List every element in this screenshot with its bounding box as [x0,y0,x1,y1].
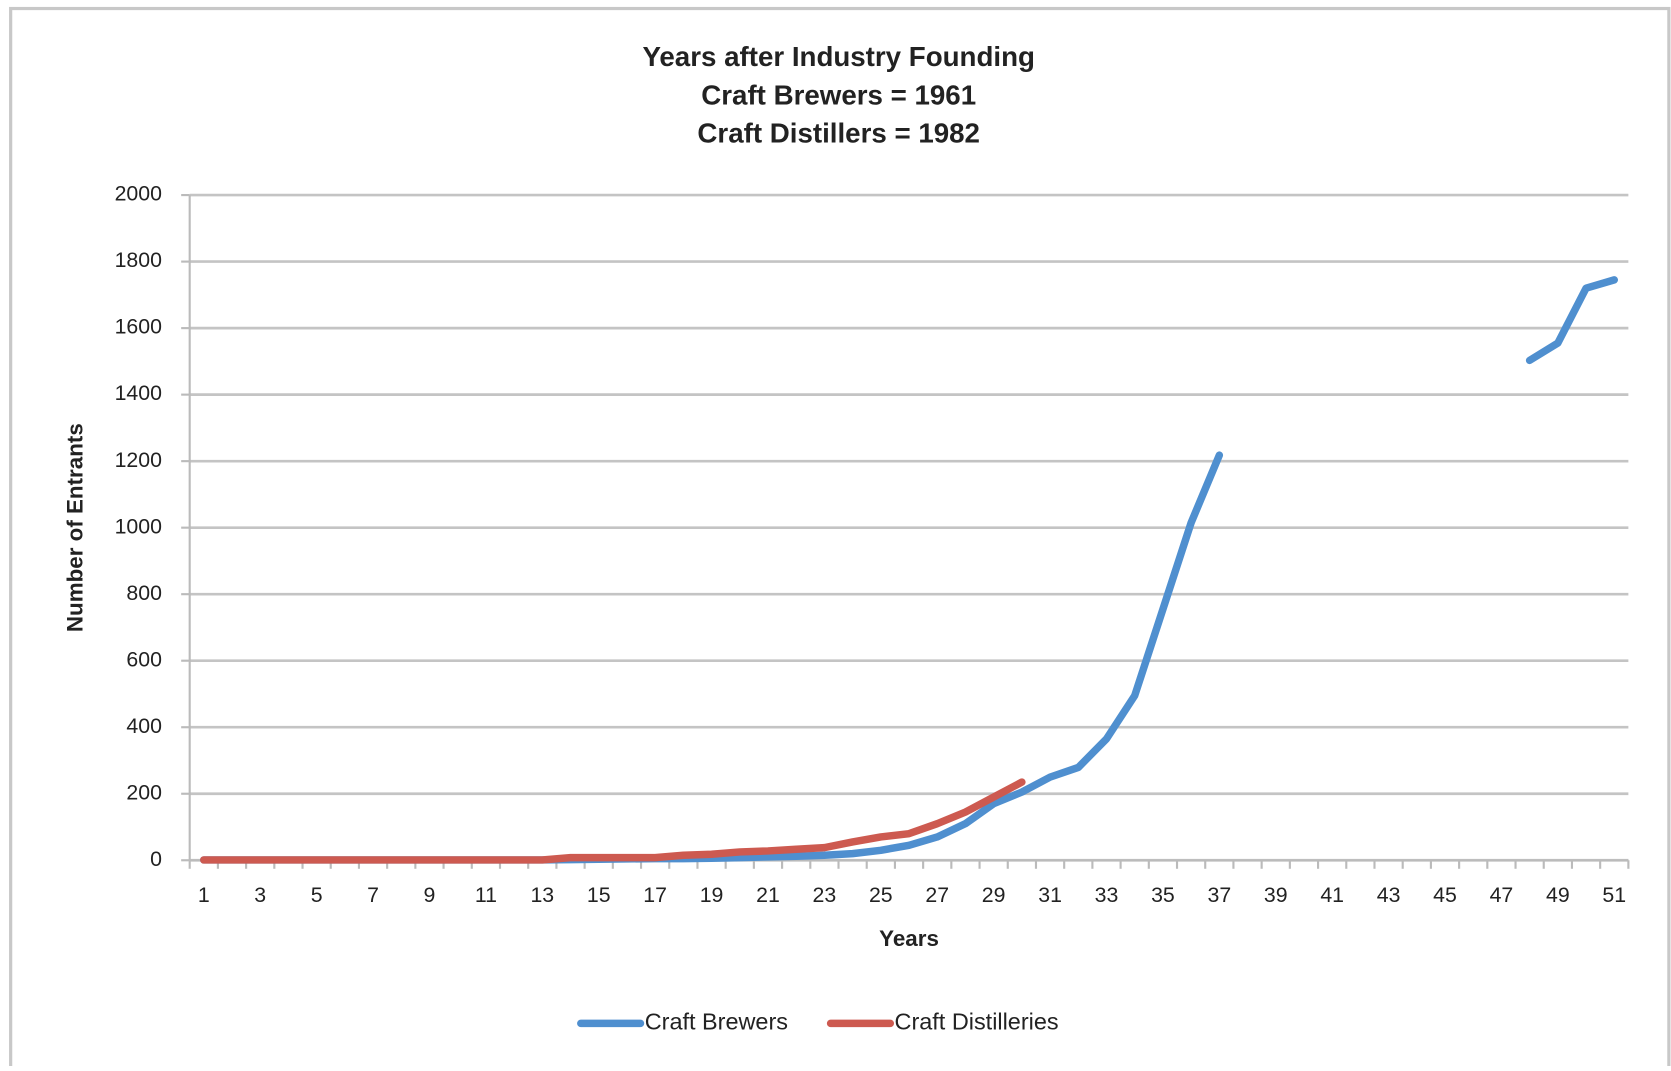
x-tick-label: 7 [367,883,379,907]
x-tick-label: 47 [1490,883,1514,907]
x-tick-label: 33 [1095,883,1119,907]
x-tick-label: 5 [311,883,323,907]
y-axis-label: Number of Entrants [63,423,88,632]
y-tick-label: 400 [126,714,162,738]
chart-subtitle: Craft Distillers = 1982 [697,118,980,149]
y-tick-label: 800 [126,581,162,605]
y-tick-label: 200 [126,780,162,804]
x-tick-label: 49 [1546,883,1570,907]
y-tick-label: 0 [150,847,162,871]
x-tick-label: 1 [198,883,210,907]
x-tick-label: 51 [1602,883,1626,907]
x-tick-label: 25 [869,883,893,907]
x-tick-label: 37 [1207,883,1231,907]
x-axis-label: Years [879,926,939,951]
x-tick-label: 3 [254,883,266,907]
x-tick-label: 39 [1264,883,1288,907]
x-tick-label: 31 [1038,883,1062,907]
y-tick-label: 1000 [115,514,163,538]
y-tick-label: 1200 [115,448,163,472]
x-tick-label: 9 [424,883,436,907]
x-tick-label: 27 [925,883,949,907]
x-tick-label: 29 [982,883,1006,907]
x-tick-label: 11 [475,883,497,907]
y-tick-label: 1600 [115,315,163,339]
y-tick-label: 1800 [115,248,163,272]
x-tick-label: 35 [1151,883,1175,907]
x-tick-label: 15 [587,883,611,907]
x-tick-label: 43 [1377,883,1401,907]
legend-label: Craft Distilleries [895,1009,1059,1035]
x-tick-label: 13 [530,883,554,907]
chart-title: Years after Industry Founding [642,41,1034,72]
chart-border [9,6,1671,1071]
y-tick-label: 2000 [115,182,163,206]
y-tick-label: 600 [126,647,162,671]
x-tick-label: 23 [813,883,837,907]
x-tick-label: 17 [643,883,667,907]
data-line [200,778,1026,864]
chart-subtitle: Craft Brewers = 1961 [701,79,976,110]
x-tick-label: 21 [756,883,780,907]
legend-label: Craft Brewers [645,1009,788,1035]
y-tick-label: 1400 [115,381,163,405]
x-tick-label: 41 [1320,883,1344,907]
x-tick-label: 19 [700,883,724,907]
x-tick-label: 45 [1433,883,1457,907]
